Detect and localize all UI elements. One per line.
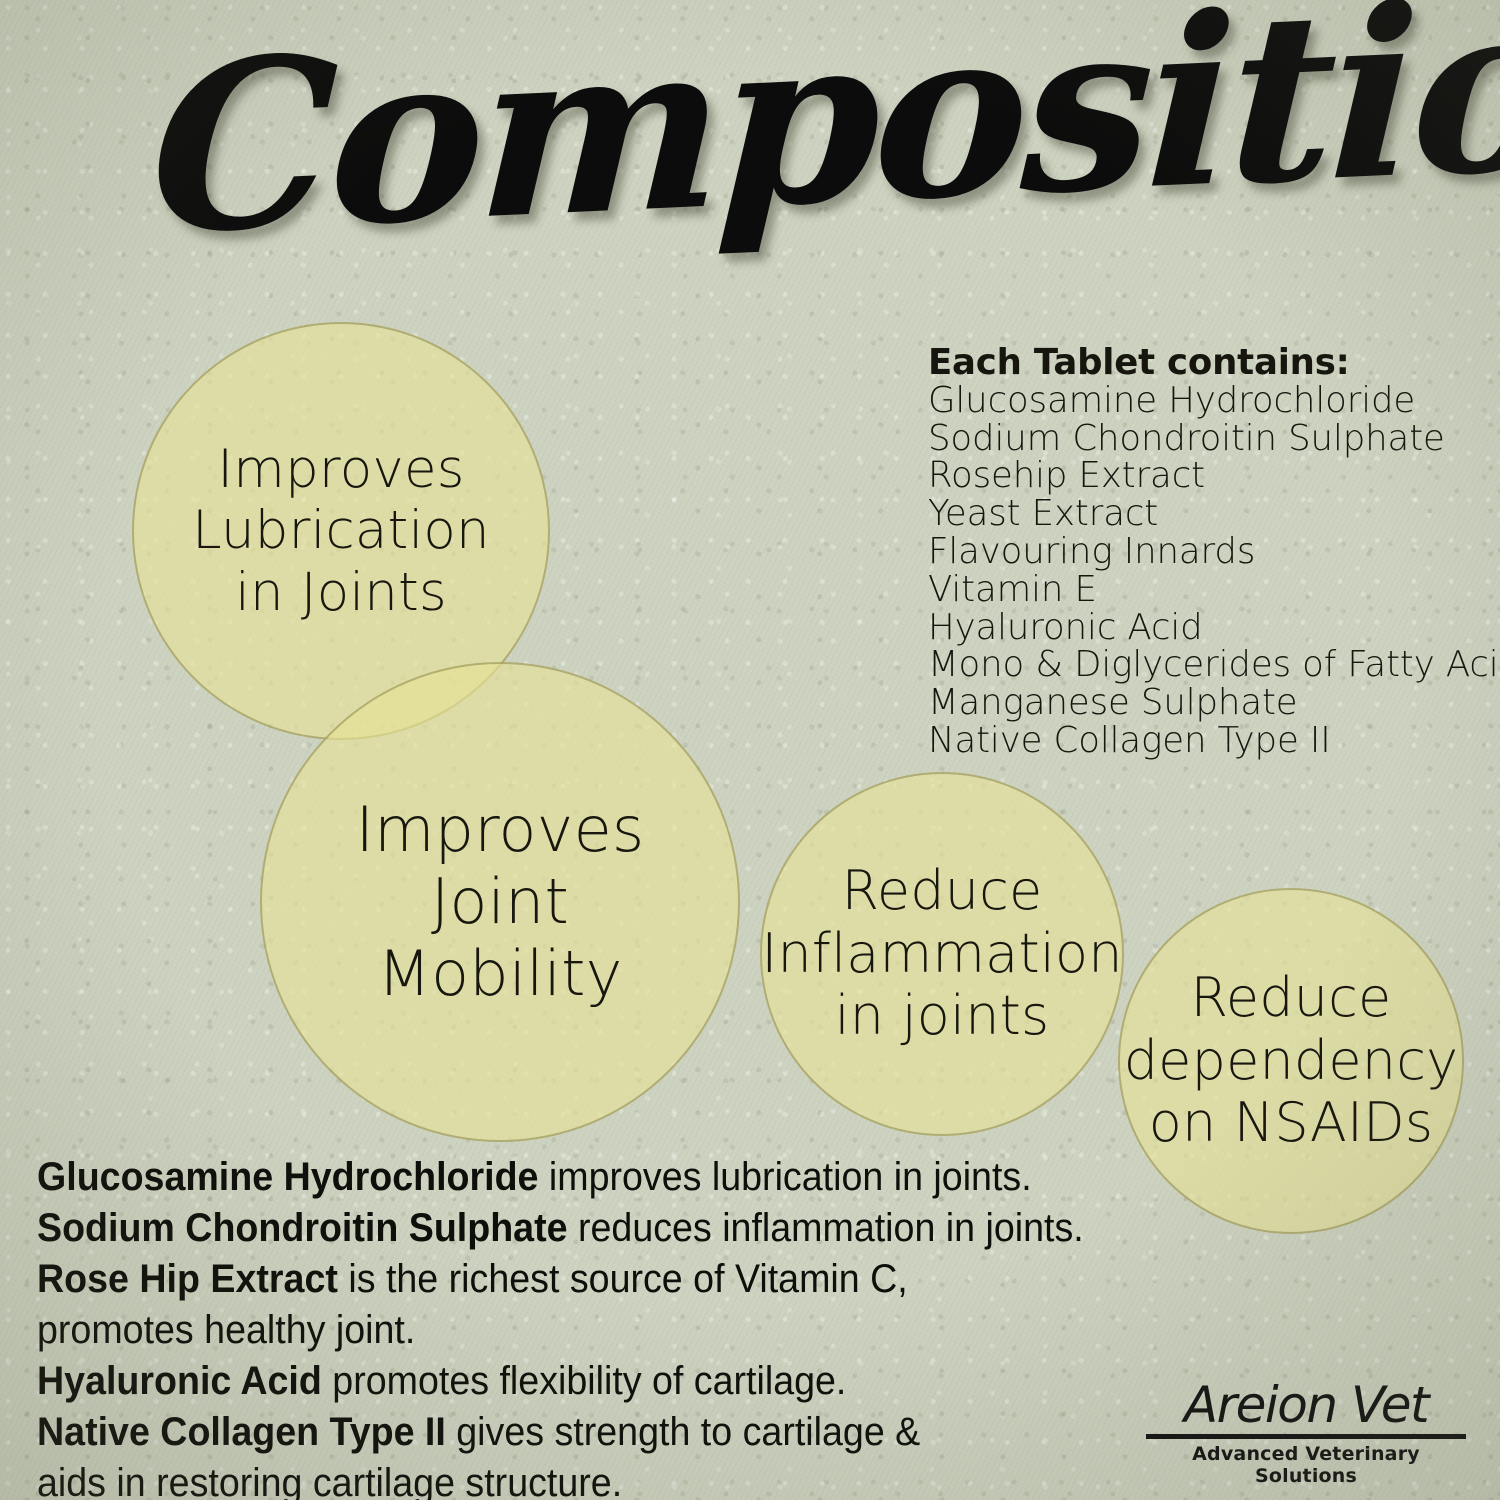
benefit-term: Native Collagen Type II: [37, 1410, 446, 1454]
ingredient-item: Flavouring Innards: [928, 530, 1256, 572]
benefit-line: Native Collagen Type II gives strength t…: [37, 1407, 1062, 1458]
ingredient-item: Mono & Diglycerides of Fatty Acids: [928, 644, 1500, 686]
ingredient-item: Manganese Sulphate: [928, 682, 1298, 724]
logo-divider: [1146, 1434, 1466, 1439]
benefit-line: Hyaluronic Acid promotes flexibility of …: [37, 1356, 1062, 1407]
benefit-line: promotes healthy joint.: [37, 1305, 1062, 1356]
benefit-line: Rose Hip Extract is the richest source o…: [37, 1254, 1062, 1305]
ingredients-heading: Each Tablet contains:: [928, 342, 1350, 383]
benefit-term: Rose Hip Extract: [37, 1257, 338, 1301]
benefit-line: Glucosamine Hydrochloride improves lubri…: [37, 1152, 1062, 1203]
benefit-line: Sodium Chondroitin Sulphate reduces infl…: [37, 1203, 1084, 1254]
bubble-improves-lubrication-in-joints: Improves Lubrication in Joints: [132, 322, 550, 740]
bubble-label: Reduce dependency on NSAIDs: [1123, 966, 1459, 1155]
benefit-text: reduces inflammation in joints.: [567, 1206, 1084, 1250]
ingredient-item: Yeast Extract: [928, 493, 1159, 535]
bubble-label: Improves Joint Mobility: [355, 793, 645, 1010]
ingredient-item: Native Collagen Type II: [928, 719, 1331, 761]
ingredients-list: Each Tablet contains: Glucosamine Hydroc…: [928, 342, 1500, 761]
bubble-reduce-inflammation-in-joints: Reduce Inflammation in joints: [760, 772, 1124, 1136]
benefit-text: improves lubrication in joints.: [538, 1155, 1032, 1199]
logo-tagline: Advanced Veterinary Solutions: [1192, 1443, 1420, 1487]
bubble-reduce-dependency-on-nsaids: Reduce dependency on NSAIDs: [1118, 888, 1464, 1234]
benefit-term: Hyaluronic Acid: [37, 1359, 322, 1403]
ingredient-item: Rosehip Extract: [928, 455, 1205, 497]
benefit-term: Glucosamine Hydrochloride: [37, 1155, 539, 1199]
ingredient-item: Vitamin E: [928, 568, 1097, 610]
benefit-text: gives strength to cartilage &: [445, 1410, 921, 1454]
bubble-improves-joint-mobility: Improves Joint Mobility: [260, 662, 740, 1142]
benefit-text: promotes flexibility of cartilage.: [321, 1359, 847, 1403]
bubble-label: Improves Lubrication in Joints: [192, 438, 490, 623]
benefit-text: is the richest source of Vitamin C,: [337, 1257, 908, 1301]
logo-wordmark: Areion Vet: [1183, 1376, 1430, 1434]
ingredient-item: Hyaluronic Acid: [928, 606, 1203, 648]
benefit-text: aids in restoring cartilage structure.: [37, 1461, 623, 1500]
ingredient-item: Glucosamine Hydrochloride: [928, 379, 1416, 421]
ingredient-item: Sodium Chondroitin Sulphate: [928, 417, 1445, 459]
benefit-text: promotes healthy joint.: [37, 1308, 416, 1352]
benefits-description: Glucosamine Hydrochloride improves lubri…: [37, 1152, 1084, 1500]
benefit-line: aids in restoring cartilage structure.: [37, 1458, 1062, 1500]
brand-logo: Areion Vet Advanced Veterinary Solutions: [1146, 1378, 1466, 1487]
benefit-term: Sodium Chondroitin Sulphate: [37, 1206, 568, 1250]
bubble-label: Reduce Inflammation in joints: [761, 859, 1123, 1048]
